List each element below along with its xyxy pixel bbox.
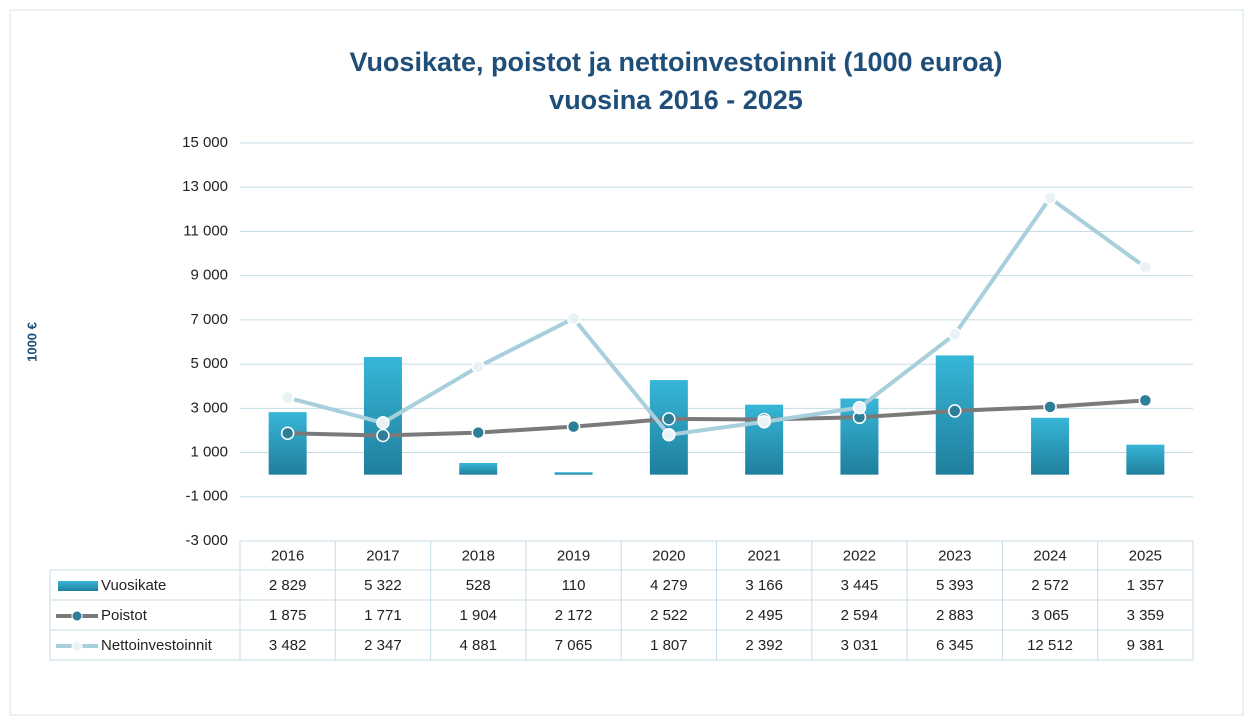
table-value: 3 065 xyxy=(1031,607,1069,624)
legend-key xyxy=(71,610,83,622)
y-tick-label: 15 000 xyxy=(182,134,228,151)
marker xyxy=(471,359,485,374)
marker xyxy=(1043,400,1057,414)
table-value: 1 357 xyxy=(1127,577,1165,594)
bar xyxy=(554,472,593,475)
table-value: 7 065 xyxy=(555,637,593,654)
table-value: 2 495 xyxy=(745,607,783,624)
y-tick-label: -3 000 xyxy=(185,532,228,549)
table-value: 528 xyxy=(466,577,491,594)
table-value: 2 522 xyxy=(650,607,688,624)
x-tick-label: 2025 xyxy=(1129,547,1162,564)
x-tick-label: 2018 xyxy=(462,547,495,564)
marker xyxy=(471,425,485,440)
y-tick-label: 11 000 xyxy=(183,222,228,239)
legend-label: Nettoinvestoinnit xyxy=(101,637,213,654)
x-tick-label: 2019 xyxy=(557,547,590,564)
y-tick-label: 9 000 xyxy=(190,267,228,284)
table-value: 1 771 xyxy=(364,607,402,624)
table-value: 3 031 xyxy=(841,637,879,654)
bar xyxy=(1126,444,1165,475)
chart-title: Vuosikate, poistot ja nettoinvestoinnit … xyxy=(349,47,1002,77)
marker xyxy=(1138,260,1153,274)
marker xyxy=(662,427,676,442)
marker xyxy=(662,412,676,426)
table-value: 2 392 xyxy=(745,637,783,654)
table-value: 2 883 xyxy=(936,607,974,624)
table-value: 3 482 xyxy=(269,637,307,654)
legend-label: Vuosikate xyxy=(101,577,166,594)
x-tick-label: 2022 xyxy=(843,547,876,564)
table-value: 2 572 xyxy=(1031,577,1069,594)
y-tick-label: -1 000 xyxy=(185,488,228,505)
marker xyxy=(948,327,962,342)
table-value: 5 322 xyxy=(364,577,402,594)
y-tick-label: 7 000 xyxy=(190,311,228,328)
marker xyxy=(566,419,581,434)
table-value: 110 xyxy=(562,577,586,594)
marker xyxy=(948,404,962,418)
table-value: 1 875 xyxy=(269,607,307,624)
table-value: 2 594 xyxy=(841,607,879,624)
y-tick-label: 5 000 xyxy=(190,355,228,372)
table-value: 3 166 xyxy=(745,577,783,594)
y-tick-label: 1 000 xyxy=(190,444,228,461)
bar xyxy=(268,412,307,475)
table-value: 4 881 xyxy=(459,637,497,654)
marker xyxy=(1138,393,1153,408)
table-value: 9 381 xyxy=(1127,637,1165,654)
table-value: 2 829 xyxy=(269,577,307,594)
y-tick-label: 13 000 xyxy=(182,178,228,195)
marker xyxy=(1043,191,1057,205)
marker xyxy=(852,400,867,415)
table-value: 1 904 xyxy=(459,607,497,624)
marker xyxy=(376,428,390,443)
x-tick-label: 2016 xyxy=(271,547,304,564)
bar xyxy=(1031,417,1070,475)
marker xyxy=(280,390,295,405)
chart-title: vuosina 2016 - 2025 xyxy=(549,85,803,115)
legend-label: Poistot xyxy=(101,607,148,624)
x-tick-label: 2023 xyxy=(938,547,971,564)
legend-key xyxy=(58,581,98,591)
x-tick-label: 2024 xyxy=(1033,547,1066,564)
x-tick-label: 2017 xyxy=(366,547,399,564)
table-value: 3 445 xyxy=(841,577,879,594)
bar xyxy=(459,462,498,475)
marker xyxy=(566,311,581,326)
table-value: 12 512 xyxy=(1027,637,1073,654)
table-value: 2 347 xyxy=(364,637,402,654)
x-tick-label: 2021 xyxy=(747,547,780,564)
table-value: 5 393 xyxy=(936,577,974,594)
table-value: 2 172 xyxy=(555,607,593,624)
table-value: 1 807 xyxy=(650,637,688,654)
table-value: 6 345 xyxy=(936,637,974,654)
table-value: 3 359 xyxy=(1127,607,1165,624)
marker xyxy=(757,415,771,429)
y-tick-label: 3 000 xyxy=(190,399,228,416)
x-tick-label: 2020 xyxy=(652,547,685,564)
marker xyxy=(376,416,390,430)
line xyxy=(287,196,1147,437)
table-value: 4 279 xyxy=(650,577,688,594)
y-axis-label: 1000 € xyxy=(24,322,39,362)
marker xyxy=(280,426,295,440)
frame xyxy=(9,9,1244,716)
line xyxy=(287,398,1146,438)
legend-key xyxy=(71,640,83,652)
bar xyxy=(649,380,688,475)
